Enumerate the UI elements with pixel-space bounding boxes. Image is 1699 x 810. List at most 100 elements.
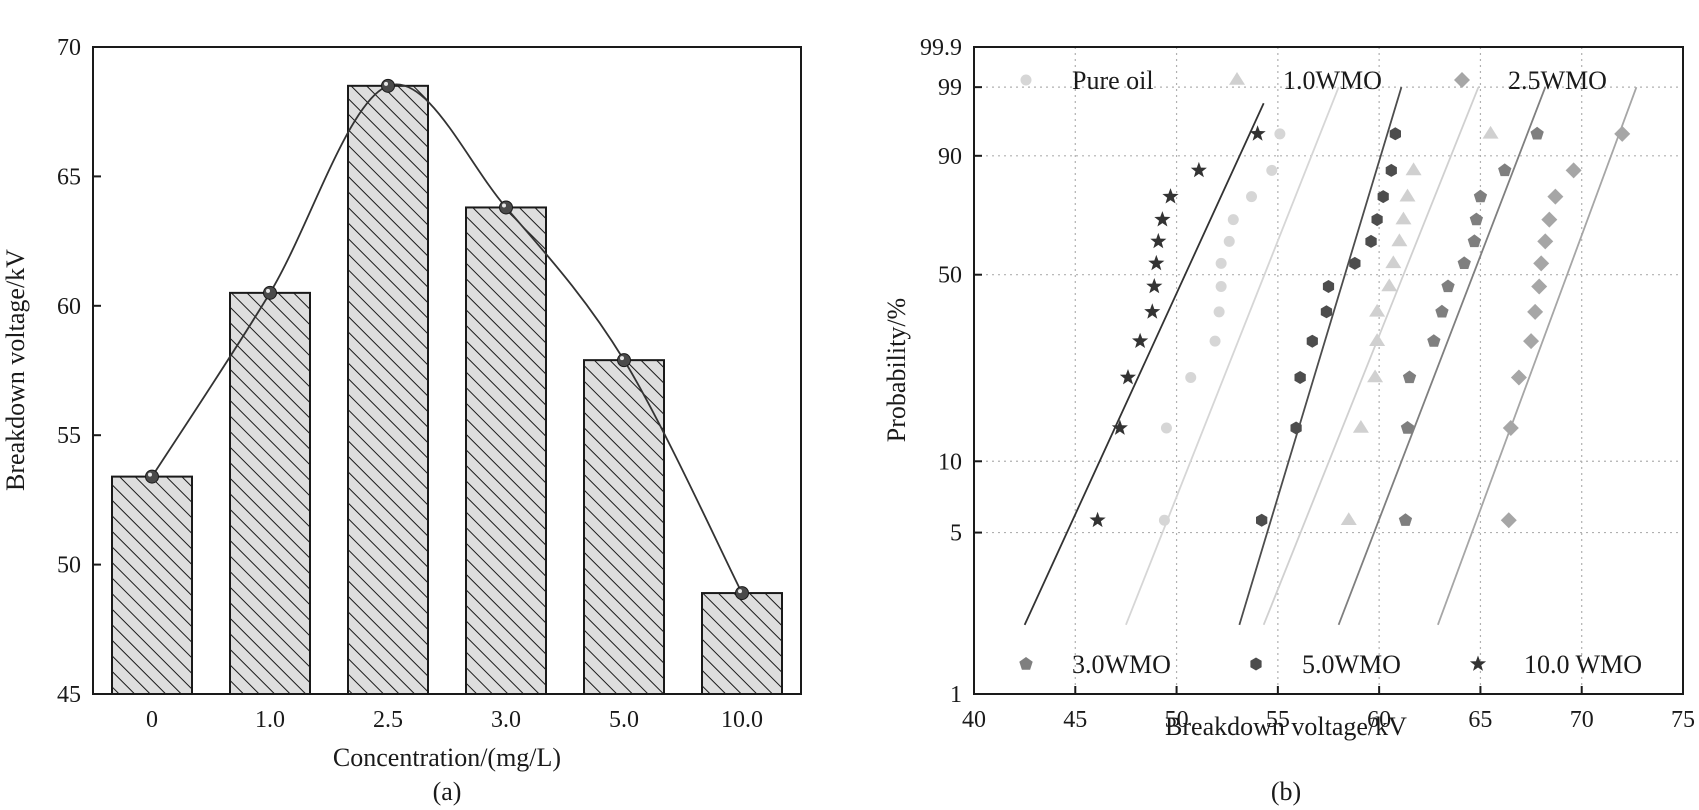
point-5.0wmo	[1365, 234, 1377, 248]
y-tick-label: 45	[57, 682, 81, 708]
x-tick-label: 75	[1671, 707, 1695, 733]
panel-a-bars	[111, 84, 783, 695]
panel-a-frame	[92, 46, 802, 695]
point-2.5wmo	[1537, 233, 1554, 250]
y-tick-label: 99	[938, 75, 962, 101]
point-pureoil	[1160, 422, 1172, 434]
fit-line-1.0wmo	[1262, 86, 1480, 626]
legend-label-10.0wmo: 10.0 WMO	[1524, 650, 1642, 679]
panel-a-x-axis-label: Concentration/(mg/L)	[333, 743, 561, 772]
fit-line-5.0wmo	[1238, 86, 1403, 626]
point-3.0wmo	[1498, 163, 1512, 177]
point-2.5wmo	[1531, 278, 1548, 295]
point-5.0wmo	[1389, 127, 1401, 141]
point-10.0wmo	[1249, 125, 1266, 141]
x-tick-label: 3.0	[491, 707, 521, 733]
curve-marker-highlight	[620, 356, 624, 361]
panel-b-x-axis-label: Breakdown voltage/kV	[1165, 712, 1407, 741]
point-5.0wmo	[1294, 371, 1306, 384]
point-3.0wmo	[1473, 189, 1488, 203]
point-pureoil	[1274, 128, 1286, 140]
curve-marker-highlight	[148, 472, 152, 477]
point-1.0wmo	[1391, 233, 1408, 247]
y-tick-label: 60	[57, 294, 81, 320]
panel-a-x-ticks: 0 1.0 2.5 3.0 5.0 10.0	[146, 707, 763, 733]
point-1.0wmo	[1482, 125, 1499, 139]
point-3.0wmo	[1398, 513, 1413, 526]
y-tick-label: 99.9	[920, 35, 962, 61]
legend-label-5.0wmo: 5.0WMO	[1302, 650, 1401, 679]
y-tick-label: 55	[57, 423, 81, 449]
point-10.0wmo	[1190, 161, 1207, 178]
point-5.0wmo	[1377, 190, 1389, 204]
curve-marker-highlight	[738, 589, 742, 594]
bar-1.0	[229, 291, 311, 695]
point-1.0wmo	[1385, 255, 1402, 269]
point-pureoil	[1209, 335, 1221, 347]
point-5.0wmo	[1290, 421, 1302, 435]
point-1.0wmo	[1352, 419, 1369, 433]
y-tick-label: 50	[57, 553, 81, 579]
point-10.0wmo	[1148, 254, 1165, 271]
point-10.0wmo	[1144, 303, 1161, 319]
legend-marker-10.0wmo	[1469, 655, 1487, 671]
point-3.0wmo	[1427, 334, 1441, 347]
legend-label-2.5wmo: 2.5WMO	[1508, 66, 1607, 95]
point-5.0wmo	[1349, 256, 1361, 270]
legend-marker-2.5wmo	[1454, 72, 1470, 88]
point-pureoil	[1215, 280, 1227, 292]
panel-b-label: (b)	[1271, 777, 1301, 806]
x-tick-label: 1.0	[255, 707, 285, 733]
panel-b-frame	[973, 46, 1684, 695]
panel-a-markers	[145, 78, 749, 601]
point-2.5wmo	[1565, 162, 1582, 179]
point-5.0wmo	[1320, 305, 1333, 319]
bar-5.0	[583, 359, 665, 695]
x-tick-label: 10.0	[721, 707, 763, 733]
point-3.0wmo	[1469, 212, 1483, 226]
curve-marker-2.5	[381, 78, 395, 93]
point-2.5wmo	[1502, 419, 1519, 436]
curve-marker-3.0	[499, 200, 513, 215]
point-1.0wmo	[1369, 333, 1386, 346]
point-3.0wmo	[1441, 279, 1455, 293]
x-tick-label: 40	[962, 707, 986, 733]
point-1.0wmo	[1399, 188, 1416, 202]
curve-marker-10.0	[735, 586, 749, 601]
point-5.0wmo	[1306, 334, 1318, 348]
x-tick-label: 50	[1165, 707, 1189, 733]
panel-a-y-axis-label: Breakdown voltage/kV	[1, 249, 30, 491]
panel-b-weibull-plot: Pure oil 1.0WMO 2.5WMO 3.0WMO 5.0WMO 10.0 WMO…	[882, 35, 1695, 806]
point-pureoil	[1185, 371, 1197, 383]
point-pureoil	[1223, 235, 1235, 247]
point-2.5wmo	[1541, 211, 1558, 228]
point-3.0wmo	[1467, 234, 1481, 248]
point-10.0wmo	[1154, 211, 1171, 227]
point-3.0wmo	[1402, 370, 1417, 384]
point-2.5wmo	[1533, 255, 1550, 272]
point-1.0wmo	[1395, 211, 1412, 225]
panel-b-y-ticks: 1 5 10 50 90 99 99.9	[920, 35, 982, 708]
point-3.0wmo	[1530, 126, 1544, 140]
point-pureoil	[1266, 164, 1278, 176]
y-tick-label: 10	[938, 449, 962, 475]
point-10.0wmo	[1089, 511, 1106, 528]
y-tick-label: 1	[950, 682, 962, 708]
point-10.0wmo	[1119, 369, 1136, 385]
curve-marker-0	[145, 469, 159, 484]
y-tick-label: 70	[57, 35, 81, 61]
curve-marker-1.0	[263, 285, 277, 300]
x-tick-label: 70	[1570, 707, 1594, 733]
bar-10.0	[701, 592, 783, 695]
point-3.0wmo	[1457, 256, 1471, 269]
point-1.0wmo	[1369, 303, 1386, 317]
panel-b-legend: Pure oil 1.0WMO 2.5WMO 3.0WMO 5.0WMO 10.0 WMO	[1019, 66, 1642, 679]
x-tick-label: 0	[146, 707, 158, 733]
legend-label-pureoil: Pure oil	[1072, 66, 1154, 95]
y-tick-label: 90	[938, 144, 962, 170]
point-pureoil	[1227, 214, 1239, 226]
x-tick-label: 60	[1367, 707, 1391, 733]
panel-b-grid	[974, 47, 1683, 694]
point-2.5wmo	[1510, 369, 1527, 386]
